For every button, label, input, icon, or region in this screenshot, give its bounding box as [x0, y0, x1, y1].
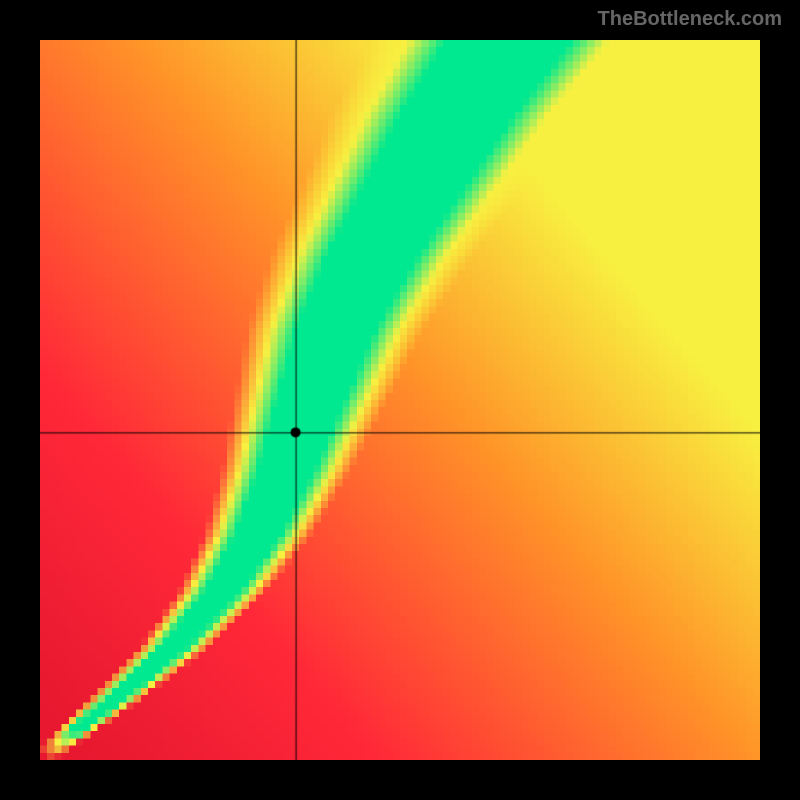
- chart-container: TheBottleneck.com: [0, 0, 800, 800]
- bottleneck-heatmap: [40, 40, 760, 760]
- watermark-text: TheBottleneck.com: [598, 8, 782, 31]
